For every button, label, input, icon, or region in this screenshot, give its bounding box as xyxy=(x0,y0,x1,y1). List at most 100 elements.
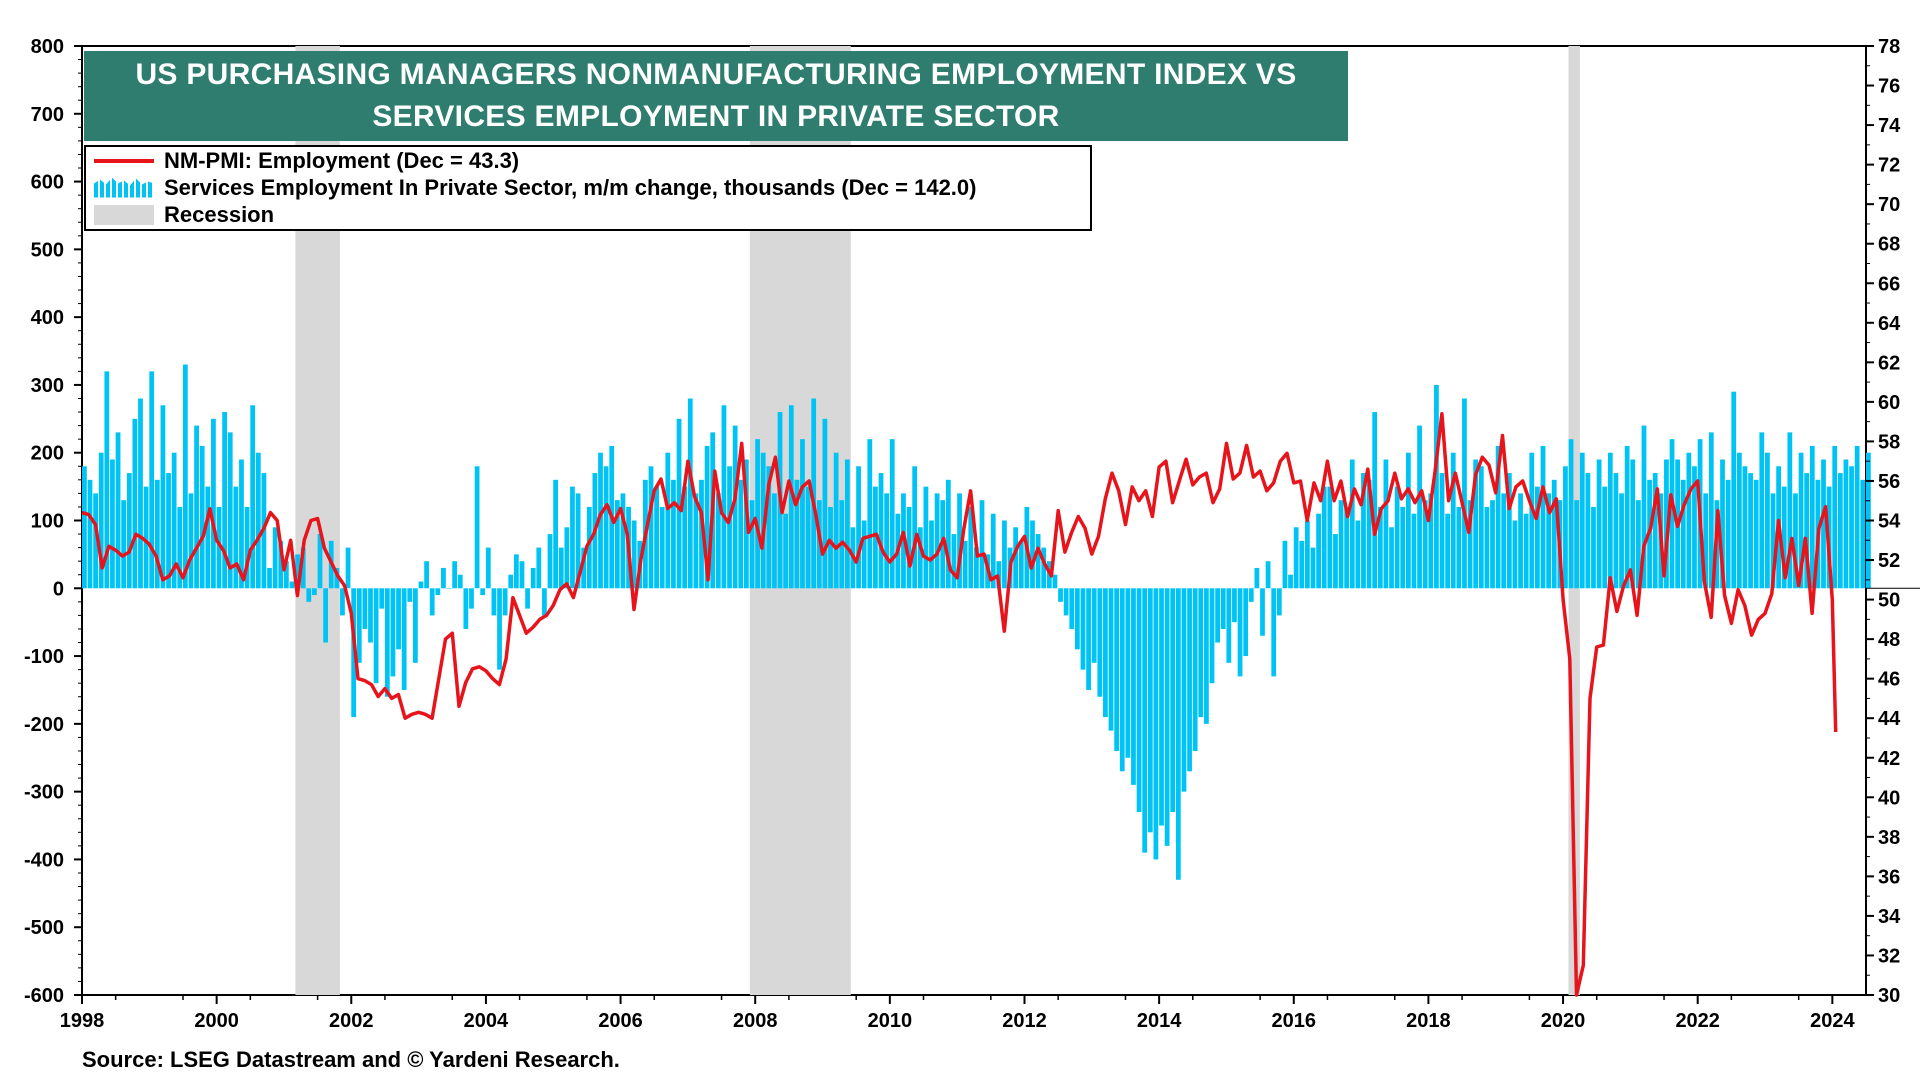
services-bar xyxy=(1748,473,1753,589)
services-bar xyxy=(1585,473,1591,589)
services-bar xyxy=(884,493,890,589)
services-bar xyxy=(446,588,452,589)
services-bar xyxy=(951,534,957,589)
services-bar xyxy=(699,479,704,589)
services-bar xyxy=(1361,473,1366,589)
services-bar xyxy=(968,506,974,589)
services-bar xyxy=(469,588,474,609)
services-bar xyxy=(1591,506,1596,589)
services-bar xyxy=(1490,500,1495,589)
services-bar xyxy=(1624,445,1630,589)
services-bar xyxy=(1091,588,1097,663)
services-bar xyxy=(1781,486,1787,589)
services-bar xyxy=(1635,500,1641,589)
services-bar xyxy=(878,473,884,589)
y-right-tick-label: 66 xyxy=(1878,273,1900,295)
services-bar xyxy=(1204,588,1209,724)
services-bar xyxy=(1338,500,1344,589)
services-bar xyxy=(362,588,368,629)
services-bar xyxy=(1377,506,1383,589)
services-bar xyxy=(800,439,805,589)
services-bar xyxy=(160,405,166,589)
services-bar xyxy=(1131,588,1136,785)
services-bar xyxy=(1299,540,1305,589)
services-bar xyxy=(1147,588,1153,833)
services-bar xyxy=(945,479,951,589)
services-bar xyxy=(1164,588,1170,846)
services-bar xyxy=(1568,439,1574,589)
y-right-tick-label: 78 xyxy=(1878,36,1900,58)
services-bar xyxy=(1439,473,1445,589)
services-bar xyxy=(98,452,104,589)
services-bar xyxy=(194,425,199,589)
services-bar xyxy=(323,588,329,643)
services-bar xyxy=(1742,466,1748,589)
services-bar xyxy=(418,581,424,589)
services-bar xyxy=(1512,520,1518,589)
services-bar xyxy=(424,561,429,589)
services-bar xyxy=(598,452,603,589)
services-bar xyxy=(794,479,800,589)
y-right-tick-label: 48 xyxy=(1878,629,1900,651)
services-bar xyxy=(1237,588,1243,677)
services-bar xyxy=(233,486,239,589)
services-bar xyxy=(1136,588,1142,812)
services-bar xyxy=(1119,588,1125,772)
services-bar xyxy=(1535,486,1540,589)
services-bar xyxy=(1080,588,1086,670)
services-bar xyxy=(704,445,710,589)
x-tick-label: 2008 xyxy=(733,1010,778,1032)
services-bar xyxy=(755,439,760,589)
services-bar xyxy=(1804,473,1810,589)
services-bar xyxy=(1159,588,1164,826)
services-bar xyxy=(1484,506,1490,589)
services-bar xyxy=(575,493,581,589)
services-bar xyxy=(485,547,491,589)
services-bar xyxy=(1641,425,1647,589)
legend-item-pmi: NM-PMI: Employment (Dec = 43.3) xyxy=(86,147,1090,174)
services-bar xyxy=(396,588,401,650)
services-bar xyxy=(1613,473,1619,589)
services-bar xyxy=(721,405,727,589)
services-bar xyxy=(1428,493,1434,589)
legend-label-pmi: NM-PMI: Employment (Dec = 43.3) xyxy=(164,147,520,173)
services-bar xyxy=(216,506,222,589)
services-bar xyxy=(1041,547,1047,589)
services-bar xyxy=(1052,574,1058,589)
services-bar xyxy=(1002,520,1007,589)
services-bar xyxy=(917,527,923,589)
services-bar xyxy=(384,588,390,697)
services-bar xyxy=(340,588,345,616)
services-bar xyxy=(570,486,575,589)
services-bar xyxy=(1680,479,1686,589)
services-bar xyxy=(1832,445,1838,589)
services-bar xyxy=(1232,588,1237,623)
services-bar xyxy=(1725,479,1731,589)
services-bar xyxy=(1501,493,1507,589)
legend-recession-swatch xyxy=(94,204,154,225)
services-bar xyxy=(87,479,93,589)
services-bar xyxy=(188,493,194,589)
services-bar xyxy=(1288,574,1293,589)
services-bar xyxy=(429,588,435,616)
services-bar xyxy=(182,364,188,589)
services-bar xyxy=(929,520,934,589)
services-bar xyxy=(665,452,671,589)
services-bar xyxy=(530,567,536,589)
services-bar xyxy=(693,493,699,589)
legend: NM-PMI: Employment (Dec = 43.3) Services… xyxy=(84,145,1092,231)
services-bar xyxy=(861,520,867,589)
services-bar xyxy=(766,466,772,589)
services-bar xyxy=(1630,459,1636,589)
services-bar xyxy=(1821,459,1826,589)
services-bar xyxy=(166,473,171,589)
services-bar xyxy=(1753,479,1759,589)
services-bar xyxy=(1664,459,1669,589)
services-bar xyxy=(132,418,138,589)
services-bar xyxy=(373,588,379,684)
y-right-tick-label: 30 xyxy=(1878,985,1900,1007)
y-right-tick-label: 54 xyxy=(1878,511,1901,533)
services-bar xyxy=(1551,479,1557,589)
services-bar xyxy=(1495,445,1501,589)
services-bar xyxy=(1394,486,1400,589)
